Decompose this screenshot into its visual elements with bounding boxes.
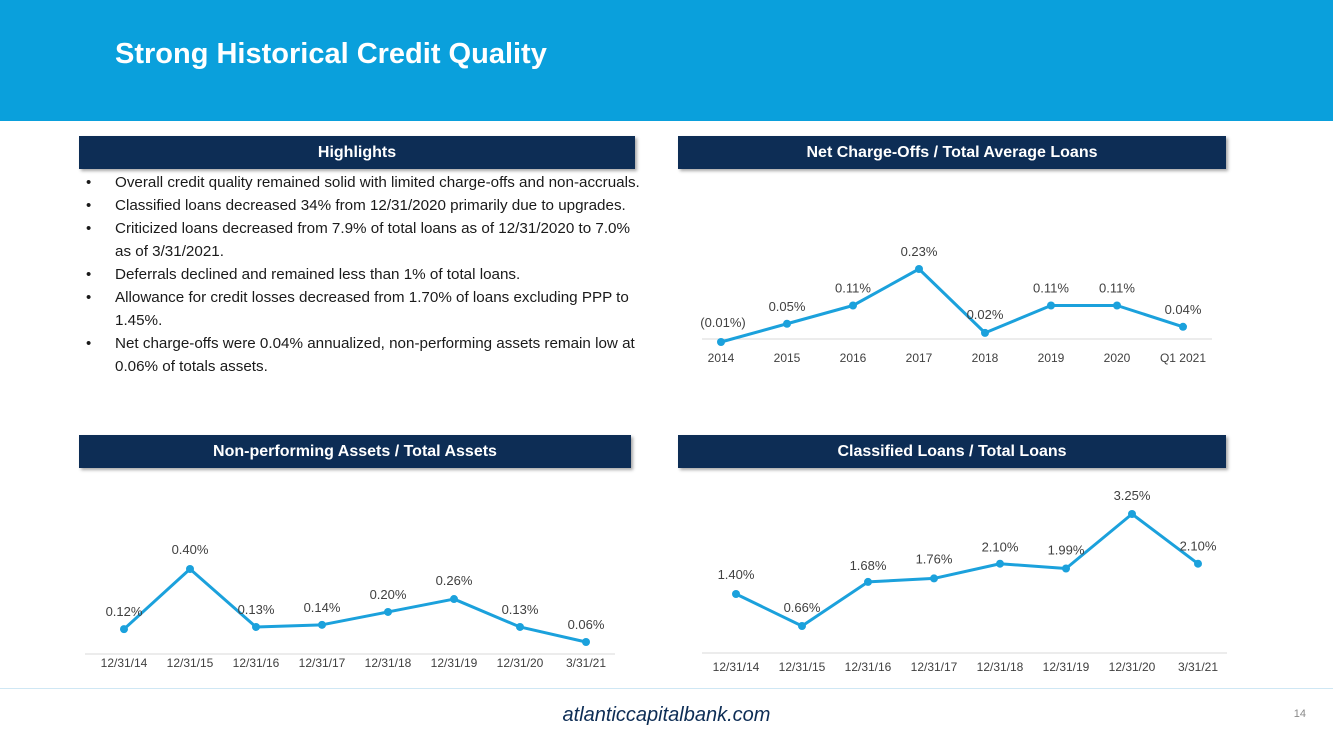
page-number: 14 — [1293, 708, 1306, 720]
data-point — [798, 622, 806, 630]
data-label: 0.13% — [502, 602, 539, 617]
x-tick-label: 12/31/15 — [779, 660, 826, 674]
series-line — [735, 512, 1199, 628]
data-label: 0.23% — [901, 244, 938, 259]
data-label: 1.99% — [1048, 542, 1085, 557]
data-label: 2.10% — [1180, 539, 1217, 554]
data-point — [930, 574, 938, 583]
data-point — [318, 620, 326, 629]
data-point — [849, 301, 857, 310]
x-tick-label: 12/31/16 — [233, 656, 280, 670]
highlight-item: Criticized loans decreased from 7.9% of … — [86, 217, 646, 263]
data-label: 0.20% — [370, 587, 407, 602]
data-point — [1128, 510, 1136, 518]
data-label: (0.01%) — [700, 315, 746, 330]
data-label: 0.11% — [1033, 281, 1069, 296]
data-point — [450, 595, 458, 604]
x-tick-label: 2015 — [774, 351, 801, 365]
x-tick-label: 2014 — [708, 351, 735, 365]
data-point — [732, 590, 740, 598]
series-line — [122, 567, 587, 644]
data-point — [582, 638, 590, 646]
x-tick-label: 12/31/19 — [431, 656, 478, 670]
data-point — [783, 319, 791, 328]
x-tick-label: 12/31/17 — [911, 660, 958, 674]
data-point — [186, 565, 194, 573]
x-tick-label: 12/31/18 — [365, 656, 412, 670]
x-tick-label: Q1 2021 — [1160, 351, 1206, 365]
x-tick-label: 12/31/14 — [101, 656, 148, 670]
x-tick-label: 12/31/15 — [167, 656, 214, 670]
classified-line-chart: 1.40% 0.66% 1.68% 1.76% 2.10% 1.99% 3.25% 2.10%… — [702, 488, 1227, 674]
data-label: 0.26% — [436, 573, 473, 588]
title-bar — [0, 0, 1333, 121]
highlights-list: Overall credit quality remained solid wi… — [86, 171, 646, 378]
data-label: 2.10% — [982, 540, 1019, 555]
data-point — [516, 622, 524, 631]
x-tick-label: 2017 — [906, 351, 933, 365]
nco-line-chart: (0.01%) 0.05% 0.11% 0.23% 0.02% 0.11% 0.11% 0.0… — [700, 244, 1212, 365]
data-point — [252, 622, 260, 631]
data-point — [1047, 301, 1055, 310]
highlight-item: Deferrals declined and remained less tha… — [86, 263, 646, 286]
x-tick-label: 12/31/20 — [497, 656, 544, 670]
x-tick-label: 3/31/21 — [566, 656, 606, 670]
data-point — [120, 625, 128, 634]
highlights-header: Highlights — [79, 136, 635, 169]
slide-title: Strong Historical Credit Quality — [115, 38, 547, 70]
x-tick-label: 12/31/16 — [845, 660, 892, 674]
data-label: 3.25% — [1114, 488, 1151, 503]
data-point — [996, 559, 1004, 568]
data-point — [1062, 564, 1070, 573]
nco-chart-header: Net Charge-Offs / Total Average Loans — [678, 136, 1226, 169]
data-label: 0.12% — [106, 604, 143, 619]
highlight-item: Net charge-offs were 0.04% annualized, n… — [86, 332, 646, 378]
data-label: 0.11% — [835, 281, 871, 296]
x-tick-label: 12/31/18 — [977, 660, 1024, 674]
x-tick-label: 12/31/17 — [299, 656, 346, 670]
npa-chart-header: Non-performing Assets / Total Assets — [79, 435, 631, 468]
data-label: 0.05% — [769, 299, 806, 314]
classified-chart-header: Classified Loans / Total Loans — [678, 435, 1226, 468]
x-tick-label: 2020 — [1104, 351, 1131, 365]
npa-line-chart: 0.12% 0.40% 0.13% 0.14% 0.20% 0.26% 0.13% 0.06%… — [85, 542, 615, 670]
footer-divider — [0, 688, 1333, 689]
data-label: 0.04% — [1165, 302, 1202, 317]
x-tick-label: 12/31/14 — [713, 660, 760, 674]
data-label: 1.40% — [718, 567, 755, 582]
highlight-item: Allowance for credit losses decreased fr… — [86, 286, 646, 332]
x-tick-label: 3/31/21 — [1178, 660, 1218, 674]
x-tick-label: 2016 — [840, 351, 867, 365]
data-label: 0.02% — [967, 307, 1004, 322]
data-label: 0.40% — [172, 542, 209, 557]
data-point — [864, 577, 872, 586]
x-tick-label: 2019 — [1038, 351, 1065, 365]
data-point — [915, 265, 923, 273]
data-label: 1.68% — [850, 558, 887, 573]
data-label: 0.14% — [304, 600, 341, 615]
data-label: 1.76% — [916, 551, 953, 566]
highlight-item: Classified loans decreased 34% from 12/3… — [86, 194, 646, 217]
data-label: 0.66% — [784, 600, 821, 615]
x-tick-label: 12/31/20 — [1109, 660, 1156, 674]
data-label: 0.06% — [568, 617, 605, 632]
series-line — [720, 267, 1184, 344]
footer-website-link[interactable]: atlanticcapitalbank.com — [562, 704, 771, 726]
data-point — [1194, 559, 1202, 568]
data-point — [1113, 301, 1121, 310]
x-tick-label: 2018 — [972, 351, 999, 365]
data-point — [717, 338, 725, 346]
highlight-item: Overall credit quality remained solid wi… — [86, 171, 646, 194]
x-tick-label: 12/31/19 — [1043, 660, 1090, 674]
data-label: 0.13% — [238, 602, 275, 617]
data-point — [981, 328, 989, 337]
data-point — [384, 607, 392, 616]
data-label: 0.11% — [1099, 281, 1135, 296]
data-point — [1179, 322, 1187, 331]
